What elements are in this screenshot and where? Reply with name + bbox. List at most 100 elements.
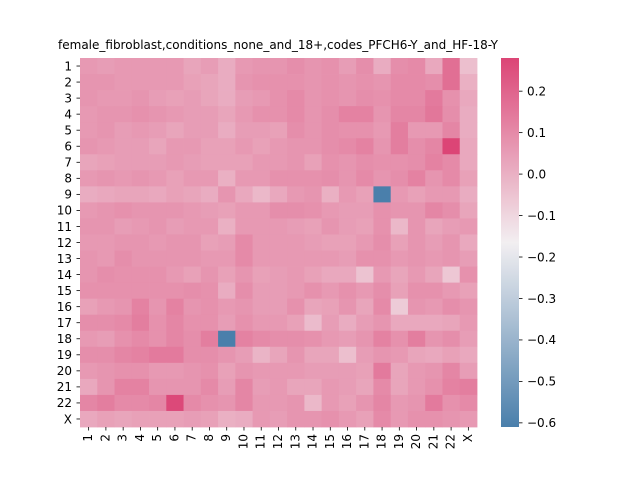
y-tick-label: 22	[57, 396, 72, 410]
heatmap-cell-16-12	[269, 298, 288, 316]
heatmap-cell-14-20	[407, 266, 426, 284]
heatmap-cell-18-1	[80, 330, 98, 348]
x-tick-label: 15	[323, 434, 337, 449]
heatmap-cell-1-12	[269, 58, 288, 75]
heatmap-cell-18-5	[149, 330, 167, 348]
heatmap-cell-3-18	[373, 90, 392, 107]
y-tick-label: X	[64, 412, 72, 426]
heatmap-cell-13-5	[149, 250, 167, 267]
heatmap-cell-11-14	[304, 218, 323, 235]
heatmap-cell-19-9	[218, 346, 236, 364]
heatmap-cell-5-4	[131, 122, 150, 139]
x-tick-label: 19	[392, 434, 406, 449]
heatmap-cell-12-15	[321, 234, 340, 251]
y-tick-label: 6	[64, 140, 72, 154]
heatmap-cell-13-17	[356, 250, 374, 267]
heatmap-cell-7-7	[183, 154, 202, 171]
heatmap-cell-14-15	[321, 266, 340, 284]
colorbar-tick-label: 0.0	[527, 167, 546, 181]
heatmap-cell-8-2	[97, 170, 115, 187]
heatmap-cell-9-18	[373, 186, 392, 203]
heatmap-cell-13-18	[373, 250, 392, 267]
heatmap-cell-10-8	[200, 202, 219, 219]
heatmap-cell-X-X	[459, 410, 478, 428]
heatmap-cell-21-5	[149, 378, 167, 396]
heatmap-cell-22-17	[356, 394, 374, 412]
heatmap-cell-17-14	[304, 314, 323, 332]
heatmap-cell-22-8	[200, 394, 219, 412]
heatmap-cell-4-18	[373, 106, 392, 123]
heatmap-cell-11-7	[183, 218, 202, 235]
heatmap-cell-17-16	[338, 314, 357, 332]
heatmap-cell-20-22	[442, 362, 461, 380]
heatmap-cell-18-3	[114, 330, 133, 348]
heatmap-cell-1-X	[459, 58, 478, 75]
heatmap-cell-1-7	[183, 58, 202, 75]
heatmap-cell-4-6	[166, 106, 184, 123]
heatmap-cell-3-X	[459, 90, 478, 107]
heatmap-cell-5-15	[321, 122, 340, 139]
heatmap-cell-13-6	[166, 250, 184, 267]
heatmap-cell-4-4	[131, 106, 150, 123]
heatmap-cell-11-8	[200, 218, 219, 235]
heatmap-cell-1-20	[407, 58, 426, 75]
heatmap-cell-13-19	[390, 250, 409, 267]
heatmap-cell-15-15	[321, 282, 340, 300]
heatmap-cell-16-11	[252, 298, 271, 316]
heatmap-cell-13-9	[218, 250, 236, 267]
heatmap-cell-18-17	[356, 330, 374, 348]
heatmap-cell-1-13	[287, 58, 305, 75]
heatmap-cell-19-10	[235, 346, 254, 364]
heatmap-cell-17-20	[407, 314, 426, 332]
heatmap-cell-21-16	[338, 378, 357, 396]
heatmap-cell-21-4	[131, 378, 150, 396]
heatmap-cell-17-12	[269, 314, 288, 332]
heatmap-cell-11-5	[149, 218, 167, 235]
heatmap-cell-20-6	[166, 362, 184, 380]
heatmap-cell-7-19	[390, 154, 409, 171]
heatmap-cell-17-7	[183, 314, 202, 332]
heatmap-cell-20-20	[407, 362, 426, 380]
heatmap-cells	[80, 58, 478, 428]
heatmap-cell-8-7	[183, 170, 202, 187]
colorbar-tick-label: 0.2	[527, 84, 546, 98]
heatmap-cell-19-14	[304, 346, 323, 364]
heatmap-cell-7-20	[407, 154, 426, 171]
heatmap-cell-22-5	[149, 394, 167, 412]
heatmap-cell-11-17	[356, 218, 374, 235]
heatmap-cell-21-19	[390, 378, 409, 396]
heatmap-cell-15-13	[287, 282, 305, 300]
heatmap-cell-4-2	[97, 106, 115, 123]
heatmap-cell-21-1	[80, 378, 98, 396]
heatmap-cell-17-3	[114, 314, 133, 332]
heatmap-cell-10-19	[390, 202, 409, 219]
heatmap-cell-3-2	[97, 90, 115, 107]
x-tick-label: 8	[202, 434, 216, 442]
heatmap-cell-14-10	[235, 266, 254, 284]
heatmap-cell-X-10	[235, 410, 254, 428]
heatmap-cell-X-8	[200, 410, 219, 428]
heatmap-cell-15-11	[252, 282, 271, 300]
heatmap-cell-9-7	[183, 186, 202, 203]
heatmap-cell-6-11	[252, 138, 271, 155]
heatmap-cell-10-2	[97, 202, 115, 219]
x-tick-label: 7	[185, 434, 199, 442]
heatmap-cell-13-16	[338, 250, 357, 267]
heatmap-cell-19-X	[459, 346, 478, 364]
y-tick-label: 18	[57, 332, 72, 346]
heatmap-cell-10-10	[235, 202, 254, 219]
heatmap-cell-2-16	[338, 74, 357, 91]
heatmap-cell-10-7	[183, 202, 202, 219]
heatmap-cell-7-9	[218, 154, 236, 171]
heatmap-cell-6-21	[425, 138, 443, 155]
heatmap-cell-X-14	[304, 410, 323, 428]
heatmap-cell-1-22	[442, 58, 461, 75]
heatmap-cell-1-11	[252, 58, 271, 75]
heatmap-cell-4-X	[459, 106, 478, 123]
heatmap-cell-5-9	[218, 122, 236, 139]
x-tick-label: 2	[98, 434, 112, 442]
heatmap-cell-20-16	[338, 362, 357, 380]
heatmap-cell-6-5	[149, 138, 167, 155]
heatmap-cell-11-16	[338, 218, 357, 235]
heatmap-cell-10-11	[252, 202, 271, 219]
